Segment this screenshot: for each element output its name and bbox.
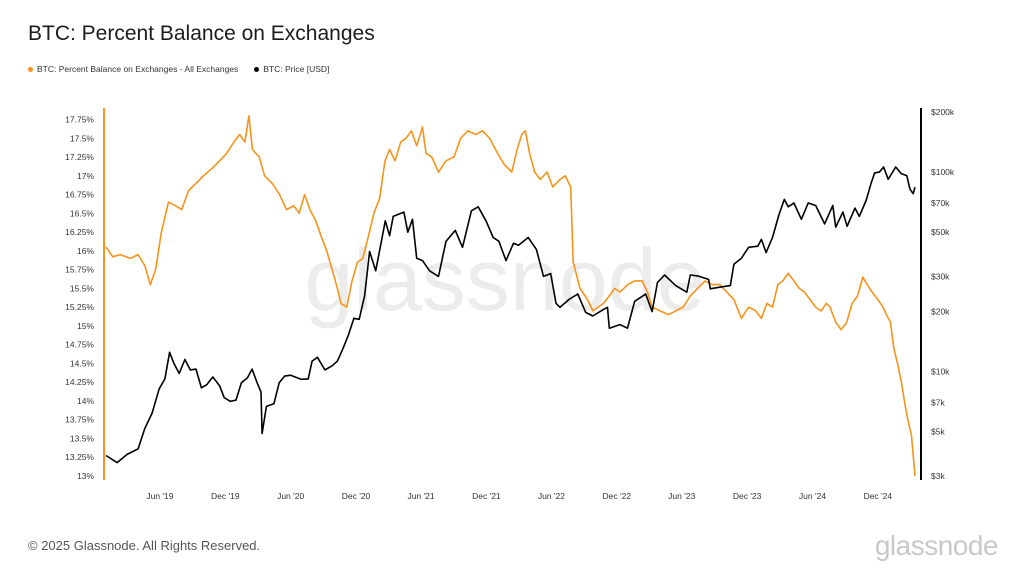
x-tick-dec-20: Dec '20: [342, 491, 371, 501]
y-left-tick-13: 13%: [77, 471, 94, 481]
x-tick-jun-21: Jun '21: [407, 491, 434, 501]
x-tick-dec-19: Dec '19: [211, 491, 240, 501]
x-tick-dec-22: Dec '22: [602, 491, 631, 501]
series-line-btc-price: [105, 166, 916, 464]
legend-item-price[interactable]: BTC: Price [USD]: [254, 64, 329, 74]
y-left-tick-14-75: 14.75%: [65, 340, 94, 350]
y-left-tick-17-25: 17.25%: [65, 152, 94, 162]
x-tick-jun-23: Jun '23: [668, 491, 695, 501]
y-left-tick-13-5: 13.5%: [70, 433, 95, 443]
legend-item-percent-balance[interactable]: BTC: Percent Balance on Exchanges - All …: [28, 64, 238, 74]
x-tick-dec-23: Dec '23: [733, 491, 762, 501]
legend-label-price: BTC: Price [USD]: [263, 64, 330, 74]
y-right-tick-200k: $200k: [931, 107, 955, 117]
y-left-tick-14-25: 14.25%: [65, 377, 94, 387]
y-left-tick-15-25: 15.25%: [65, 302, 94, 312]
series-layer: [105, 115, 916, 477]
y-left-tick-15-5: 15.5%: [70, 283, 95, 293]
x-tick-dec-21: Dec '21: [472, 491, 501, 501]
y-left-tick-14: 14%: [77, 396, 94, 406]
y-left-tick-17: 17%: [77, 171, 94, 181]
y-right-tick-10k: $10k: [931, 367, 950, 377]
y-left-tick-16: 16%: [77, 246, 94, 256]
chart-legend: BTC: Percent Balance on Exchanges - All …: [28, 64, 329, 74]
x-tick-jun-20: Jun '20: [277, 491, 304, 501]
legend-dot-icon-black: [254, 66, 260, 72]
y-left-tick-15-75: 15.75%: [65, 265, 94, 275]
left-axis-ticks: 17.75% 17.5% 17.25% 17% 16.75% 16.5% 16.25% 16%…: [65, 115, 94, 481]
y-left-tick-13-25: 13.25%: [65, 452, 94, 462]
chart-title: BTC: Percent Balance on Exchanges: [28, 22, 375, 45]
x-tick-jun-24: Jun '24: [799, 491, 826, 501]
x-tick-jun-19: Jun '19: [146, 491, 173, 501]
chart-watermark: glassnode: [304, 230, 705, 329]
y-left-tick-13-75: 13.75%: [65, 415, 94, 425]
y-right-tick-50k: $50k: [931, 227, 950, 237]
y-right-tick-20k: $20k: [931, 307, 950, 317]
y-left-tick-16-75: 16.75%: [65, 190, 94, 200]
legend-dot-icon-orange: [28, 66, 33, 72]
y-right-tick-3k: $3k: [931, 471, 945, 481]
y-left-tick-16-25: 16.25%: [65, 227, 94, 237]
y-left-tick-17-5: 17.5%: [70, 133, 95, 143]
y-left-tick-14-5: 14.5%: [70, 358, 95, 368]
x-tick-jun-22: Jun '22: [538, 491, 565, 501]
y-right-tick-70k: $70k: [931, 198, 950, 208]
y-right-tick-7k: $7k: [931, 398, 945, 408]
y-left-tick-16-5: 16.5%: [70, 208, 95, 218]
x-tick-dec-24: Dec '24: [864, 491, 893, 501]
y-left-tick-15: 15%: [77, 321, 94, 331]
y-left-tick-17-75: 17.75%: [65, 115, 94, 125]
legend-label-percent-balance: BTC: Percent Balance on Exchanges - All …: [37, 64, 239, 74]
copyright-footer: © 2025 Glassnode. All Rights Reserved.: [28, 538, 261, 553]
series-line-percent-balance: [105, 115, 916, 477]
y-right-tick-30k: $30k: [931, 271, 950, 281]
y-right-tick-100k: $100k: [931, 167, 955, 177]
y-right-tick-5k: $5k: [931, 427, 945, 437]
glassnode-logo: glassnode: [874, 530, 999, 561]
x-axis-ticks: Jun '19 Dec '19 Jun '20 Dec '20 Jun '21 Dec '…: [146, 491, 892, 501]
right-axis-ticks: $200k $100k $70k $50k $30k $20k $10k $7k $5k $3k: [931, 107, 955, 481]
